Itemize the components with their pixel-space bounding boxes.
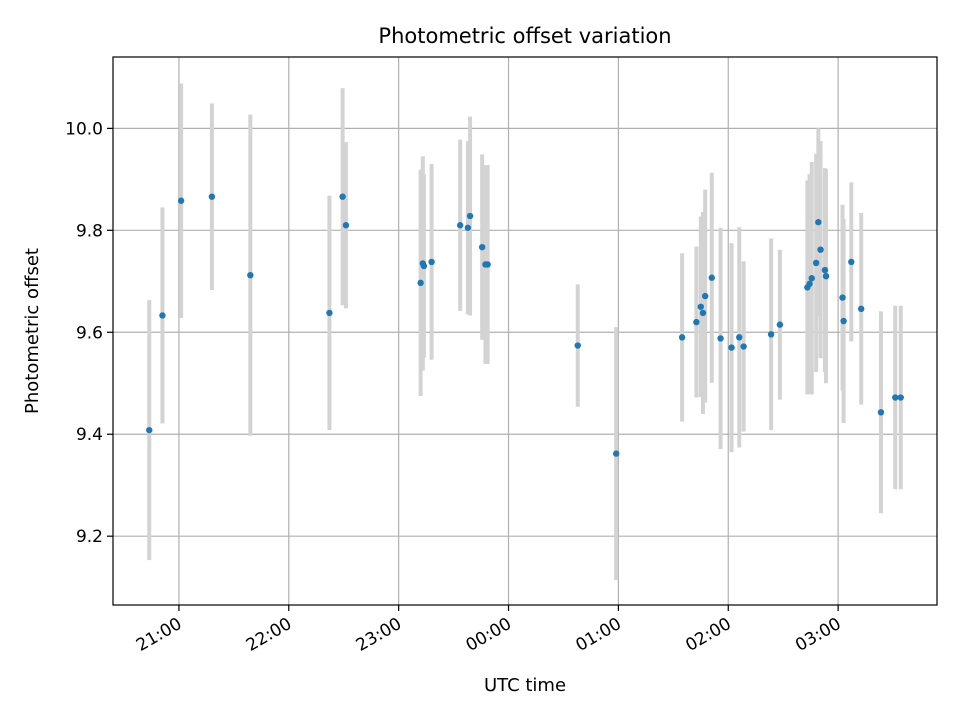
data-point [678, 334, 686, 341]
data-point [717, 335, 724, 342]
data-point [767, 331, 775, 338]
data-point [817, 246, 824, 253]
x-axis-label: UTC time [484, 675, 566, 696]
data-point [693, 318, 700, 326]
data-point [339, 193, 346, 200]
y-tick-label: 9.4 [76, 425, 103, 445]
data-point [708, 274, 715, 281]
data-point [848, 258, 855, 266]
data-point [146, 426, 153, 434]
data-point [701, 292, 709, 300]
data-point [740, 343, 747, 350]
data-points [146, 193, 904, 457]
data-point [728, 344, 735, 351]
data-point [812, 259, 820, 267]
data-point [806, 280, 813, 288]
data-point [464, 224, 472, 231]
data-point [208, 193, 216, 200]
chart-title: Photometric offset variation [378, 24, 671, 48]
y-tick-label: 9.6 [76, 323, 103, 343]
data-point [877, 409, 885, 416]
data-point [897, 394, 904, 401]
data-point [697, 303, 704, 310]
y-axis-ticks: 9.2 9.4 9.6 9.8 10.0 [65, 119, 113, 547]
data-point [326, 309, 333, 317]
data-point [892, 394, 899, 401]
data-point [736, 334, 743, 341]
data-point [177, 197, 185, 204]
data-point [247, 271, 254, 279]
data-point [417, 279, 424, 287]
y-tick-label: 9.2 [76, 527, 103, 547]
data-point [484, 261, 491, 268]
plot-frame [112, 56, 938, 606]
data-point [808, 275, 815, 282]
data-point [776, 321, 784, 328]
data-point [815, 218, 822, 226]
data-point [456, 222, 464, 229]
y-axis-label: Photometric offset [22, 248, 43, 414]
data-point [857, 305, 865, 313]
y-tick-label: 10.0 [65, 119, 103, 139]
data-point [822, 273, 830, 280]
data-point [420, 262, 428, 270]
data-point [821, 266, 829, 274]
data-point [839, 294, 846, 301]
data-point [342, 222, 350, 229]
data-point [428, 258, 435, 266]
y-tick-label: 9.8 [76, 221, 103, 241]
data-point [612, 450, 620, 457]
data-point [466, 212, 474, 220]
data-point [159, 312, 166, 319]
data-point [574, 342, 581, 349]
data-point [478, 243, 486, 251]
data-point [840, 317, 847, 325]
data-point [699, 309, 707, 317]
